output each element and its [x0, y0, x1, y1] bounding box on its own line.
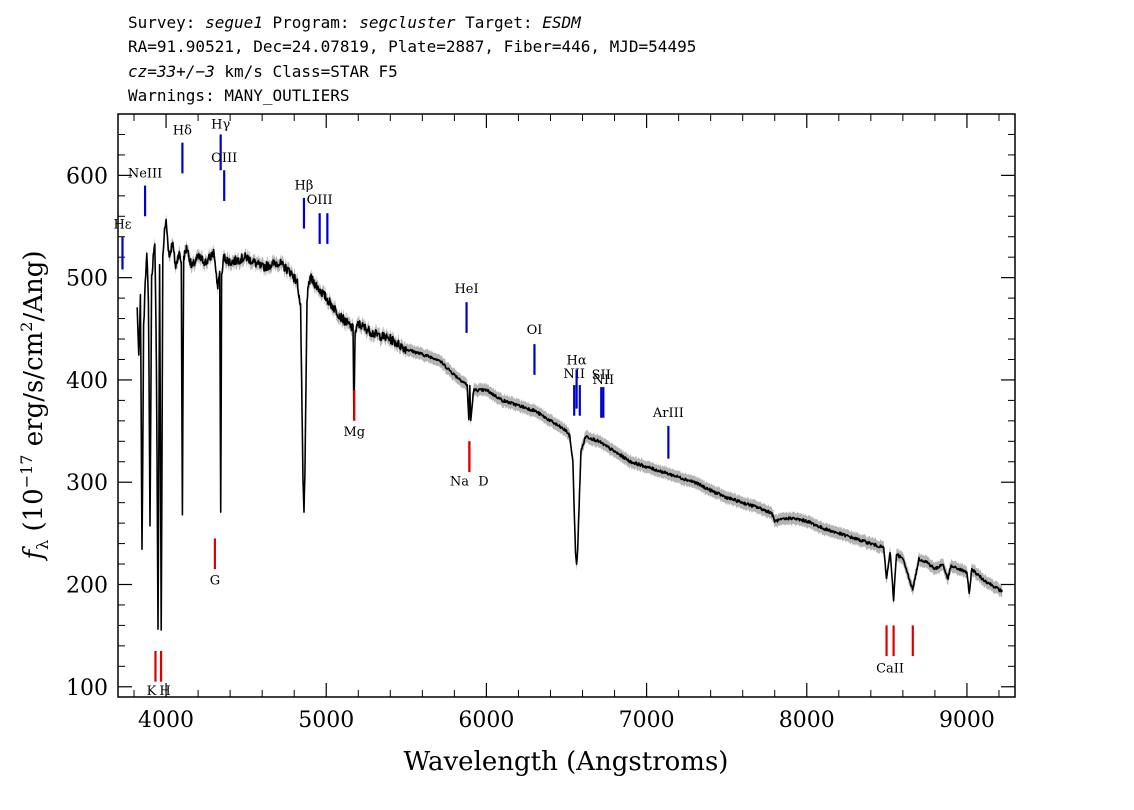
spectral-line-label: OI	[527, 323, 543, 338]
x-tick-label: 8000	[779, 708, 835, 733]
error-band-area	[137, 213, 1003, 637]
x-tick-label: 7000	[619, 708, 675, 733]
spectral-line-label: H	[159, 684, 170, 699]
y-tick-label: 400	[66, 369, 108, 394]
header-line-3: cz=33+/−3 km/s Class=STAR F5	[128, 62, 398, 81]
spectral-line-label: NII	[593, 373, 615, 388]
flux-line	[136, 218, 1003, 631]
plot-frame	[117, 113, 1016, 698]
spectral-line-label: ArIII	[652, 406, 684, 421]
spectral-line-label: Hγ	[211, 117, 230, 132]
x-tick-label: 6000	[458, 708, 514, 733]
x-tick-label: 9000	[939, 708, 995, 733]
spectral-line-label: SII	[592, 368, 611, 383]
spectral-line-label: NII	[563, 367, 585, 382]
flux-series	[136, 218, 1003, 631]
spectral-line-label: G	[210, 573, 220, 588]
spectral-line-label: Hβ	[295, 179, 314, 194]
spectral-line-label: OIII	[211, 151, 237, 166]
y-tick-label: 200	[66, 573, 108, 598]
spectral-line-label: D	[478, 474, 488, 489]
y-tick-label: 600	[66, 164, 108, 189]
spectral-line-label: CaII	[876, 661, 904, 676]
axis-ticks: 4000 5000 6000 7000 8000 9000 100 200 300 400 500 6…	[66, 114, 1015, 733]
header-line-2: RA=91.90521, Dec=24.07819, Plate=2887, F…	[128, 37, 696, 56]
y-tick-label: 300	[66, 471, 108, 496]
spectral-line-label: HeI	[454, 282, 478, 297]
spectral-line-label: Hε	[113, 218, 131, 233]
y-tick-label: 500	[66, 267, 108, 292]
spectral-line-label: Mg	[343, 425, 365, 440]
x-axis-title: Wavelength (Angstroms)	[404, 747, 729, 777]
header-line-1: Survey: segue1 Program: segcluster Targe…	[128, 13, 582, 32]
error-band	[137, 213, 1003, 637]
spectral-line-label: OIII	[307, 193, 333, 208]
spectral-line-label: K	[147, 684, 157, 699]
x-tick-label: 5000	[298, 708, 354, 733]
spectral-line-label: NeIII	[128, 166, 162, 181]
x-tick-label: 4000	[138, 708, 194, 733]
spectral-line-label: Hα	[567, 354, 587, 369]
spectral-line-label: Hδ	[173, 123, 192, 138]
y-axis-title: fλ (10−17 erg/s/cm2/Ang)	[17, 250, 52, 561]
header: Survey: segue1 Program: segcluster Targe…	[128, 13, 696, 105]
y-tick-label: 100	[66, 676, 108, 701]
header-line-4: Warnings: MANY_OUTLIERS	[128, 86, 350, 105]
spectral-line-label: Na	[450, 474, 469, 489]
